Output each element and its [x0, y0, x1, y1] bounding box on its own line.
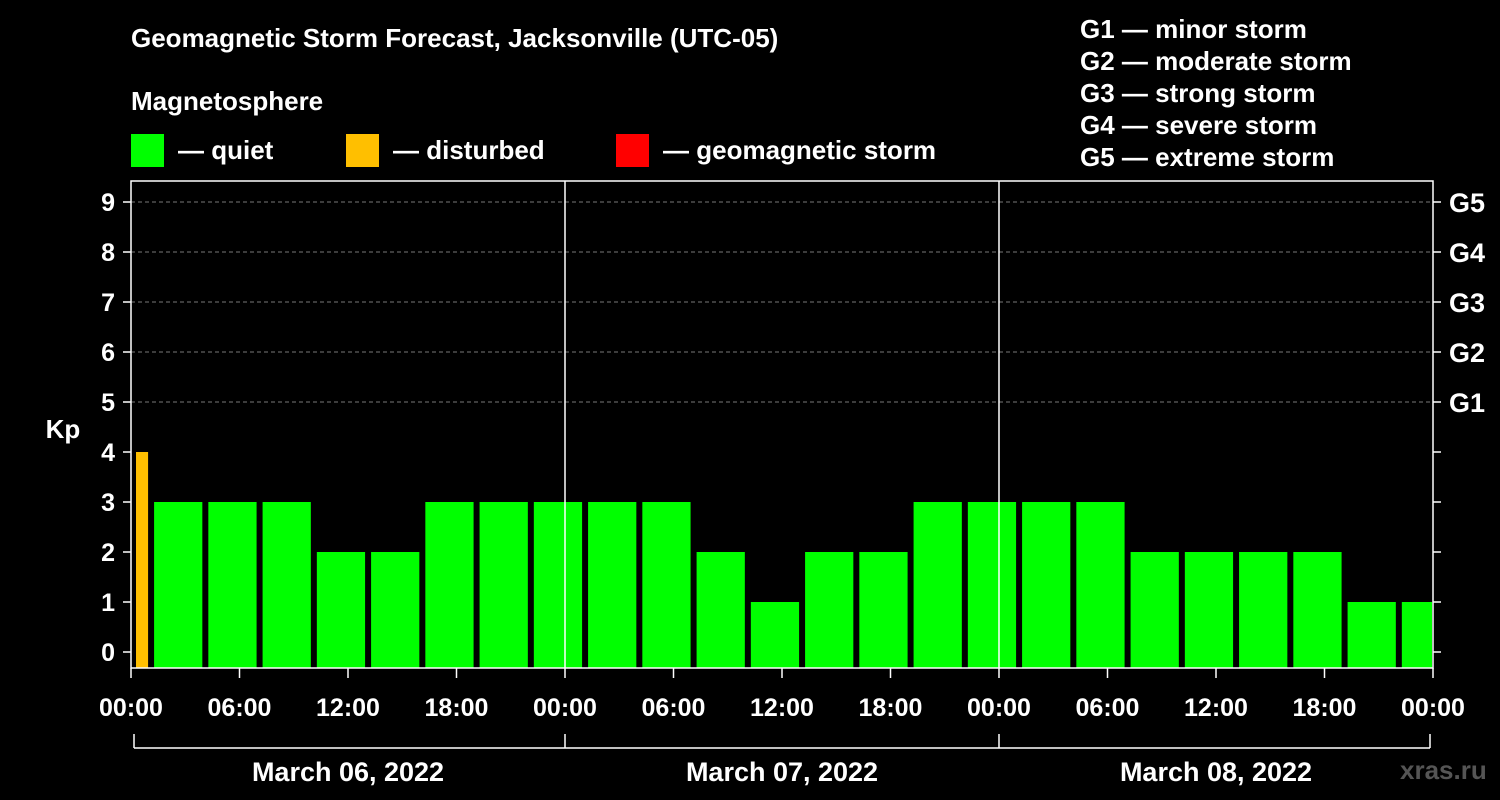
bar-12	[750, 602, 800, 668]
legend-disturbed-label: — disturbed	[393, 134, 545, 165]
bar-9	[588, 502, 637, 668]
bar-0	[136, 452, 149, 668]
right-label-g3: G3	[1449, 288, 1485, 318]
bar-3	[262, 502, 311, 668]
bar-1	[154, 502, 203, 668]
bar-4	[316, 552, 366, 668]
xtick-label-5: 06:00	[642, 694, 706, 722]
bar-16	[967, 502, 1017, 668]
xtick-label-2: 12:00	[316, 694, 380, 722]
xtick-label-1: 06:00	[208, 694, 272, 722]
xtick-label-11: 18:00	[1293, 694, 1357, 722]
xtick-label-9: 06:00	[1076, 694, 1140, 722]
bar-5	[371, 552, 420, 668]
xtick-label-7: 18:00	[859, 694, 923, 722]
bar-18	[1076, 502, 1125, 668]
bar-6	[425, 502, 474, 668]
bar-17	[1022, 502, 1071, 668]
xtick-label-3: 18:00	[425, 694, 489, 722]
xtick-label-4: 00:00	[533, 694, 597, 722]
ytick-label-7: 7	[101, 289, 115, 317]
xtick-label-0: 00:00	[99, 694, 163, 722]
storm-level-g3: G3 — strong storm	[1080, 78, 1316, 108]
bar-22	[1293, 552, 1342, 668]
bar-19	[1130, 552, 1179, 668]
bar-2	[208, 502, 257, 668]
xtick-label-12: 00:00	[1401, 694, 1465, 722]
day-label-0: March 06, 2022	[252, 757, 444, 787]
bar-14	[859, 552, 908, 668]
xtick-label-10: 12:00	[1184, 694, 1248, 722]
storm-level-g2: G2 — moderate storm	[1080, 46, 1352, 76]
bar-23	[1347, 602, 1396, 668]
right-label-g5: G5	[1449, 188, 1485, 218]
right-label-g4: G4	[1449, 238, 1485, 268]
ytick-label-8: 8	[101, 239, 115, 267]
legend-storm: — geomagnetic storm	[616, 133, 936, 167]
watermark: xras.ru	[1400, 755, 1487, 785]
legend-storm-label: — geomagnetic storm	[663, 134, 937, 165]
ytick-label-1: 1	[101, 589, 115, 617]
bar-10	[642, 502, 691, 668]
bar-21	[1239, 552, 1288, 668]
storm-level-list: G1 — minor storm G2 — moderate storm G3 …	[1080, 13, 1352, 173]
bar-8	[533, 502, 583, 668]
legend-title: Magnetosphere	[131, 86, 324, 116]
ytick-label-3: 3	[101, 489, 115, 517]
legend-disturbed: — disturbed	[346, 133, 545, 167]
bar-13	[805, 552, 854, 668]
ytick-label-4: 4	[101, 439, 115, 467]
legend-quiet-label: — quiet	[178, 134, 274, 165]
ytick-label-9: 9	[101, 189, 115, 217]
ytick-label-6: 6	[101, 339, 115, 367]
legend-quiet-swatch	[131, 133, 164, 167]
right-label-g2: G2	[1449, 338, 1485, 368]
legend-storm-swatch	[616, 133, 649, 167]
legend-quiet: — quiet	[131, 133, 273, 167]
bar-24	[1401, 602, 1432, 668]
ytick-label-5: 5	[101, 389, 115, 417]
storm-level-g4: G4 — severe storm	[1080, 110, 1318, 140]
xtick-label-8: 00:00	[967, 694, 1031, 722]
storm-level-g5: G5 — extreme storm	[1080, 142, 1335, 172]
bar-11	[696, 552, 745, 668]
bar-20	[1184, 552, 1234, 668]
chart-title: Geomagnetic Storm Forecast, Jacksonville…	[131, 23, 779, 53]
day-label-1: March 07, 2022	[686, 757, 878, 787]
y-axis-label: Kp	[46, 414, 81, 444]
right-label-g1: G1	[1449, 388, 1485, 418]
day-label-2: March 08, 2022	[1120, 757, 1312, 787]
storm-level-g1: G1 — minor storm	[1080, 14, 1307, 44]
ytick-label-0: 0	[101, 639, 115, 667]
xtick-label-6: 12:00	[750, 694, 814, 722]
ytick-label-2: 2	[101, 539, 115, 567]
bar-7	[479, 502, 528, 668]
bar-15	[913, 502, 962, 668]
legend-disturbed-swatch	[346, 133, 379, 167]
